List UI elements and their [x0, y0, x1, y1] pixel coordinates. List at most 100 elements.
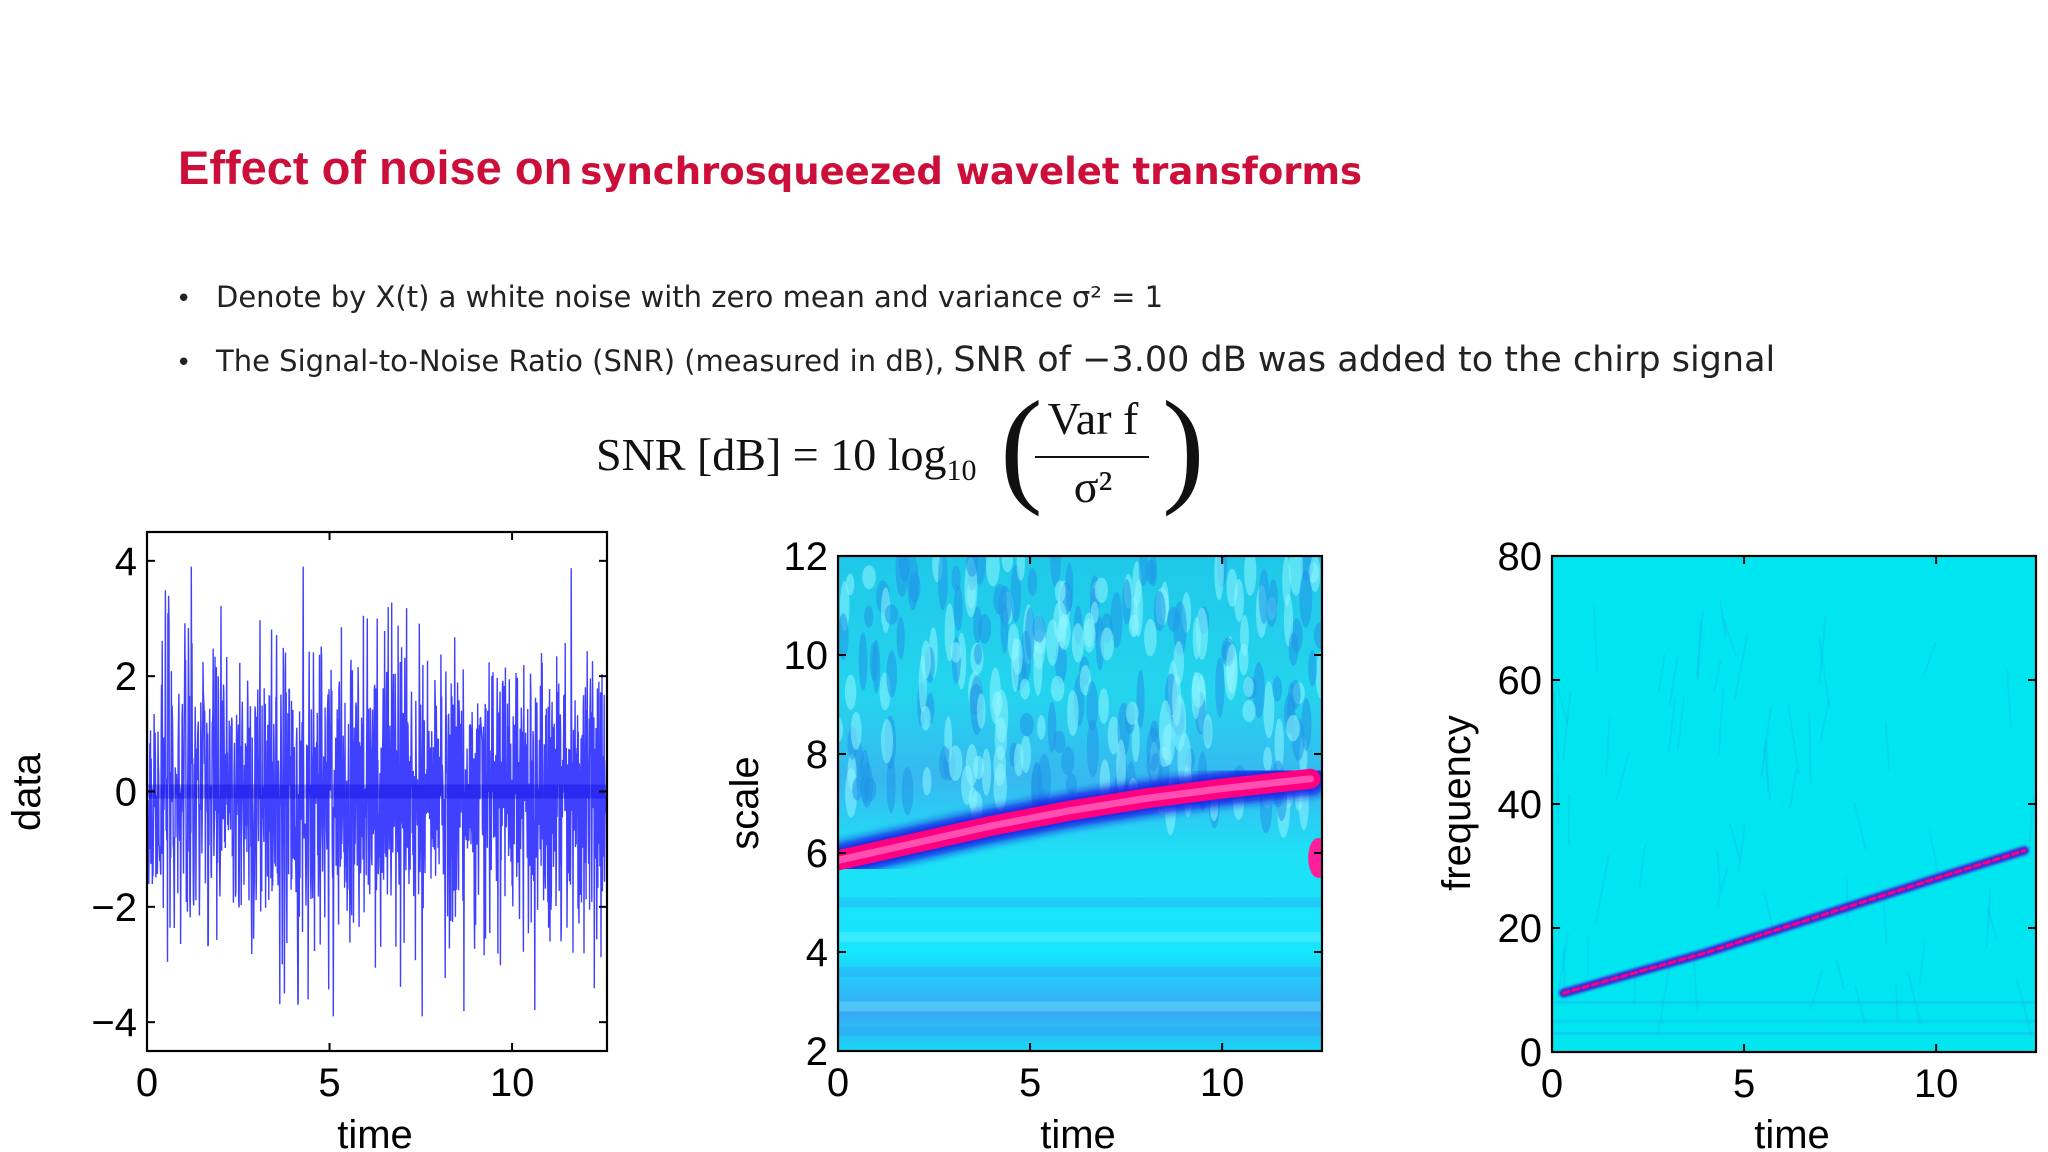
noise-speckle — [973, 643, 983, 665]
noise-speckle — [1214, 556, 1224, 601]
chart1-ticks: 0 5 10 4 2 0 −2 −4 — [91, 532, 607, 1105]
noise-streak — [1728, 822, 1742, 863]
formula-right-paren: ) — [1162, 375, 1205, 517]
y-tick-label: 6 — [806, 832, 828, 876]
noise-speckle — [921, 640, 931, 679]
noise-speckle — [1054, 580, 1066, 603]
noise-streak — [1737, 822, 1747, 872]
noise-speckle — [1239, 643, 1249, 676]
chart3-ylabel: frequency — [1435, 715, 1479, 891]
chart2-plot-area — [838, 556, 1322, 1051]
x-tick-label: 10 — [1914, 1062, 1959, 1106]
noise-speckle — [1301, 698, 1312, 751]
noise-speckle — [1095, 616, 1105, 671]
noise-speckle — [1145, 559, 1156, 585]
noise-streak — [1716, 851, 1722, 890]
y-tick-label: 80 — [1498, 535, 1543, 579]
noise-speckle — [1288, 632, 1299, 666]
scale-band — [838, 966, 1322, 977]
noise-streak — [1760, 707, 1772, 778]
y-tick-label: 20 — [1498, 907, 1543, 951]
noise-speckle — [1001, 556, 1014, 573]
noise-streak — [1713, 660, 1722, 692]
noise-streak — [2015, 978, 2033, 1037]
slide-title: Effect of noise on synchrosqueezed wavel… — [178, 140, 1362, 195]
bullet-dot-icon: • — [176, 348, 192, 378]
noise-speckle — [1131, 719, 1140, 762]
y-tick-label: −4 — [91, 1001, 137, 1045]
chart1-plot-area — [147, 566, 607, 1017]
noise-streak — [1667, 697, 1677, 753]
noise-speckle — [1053, 730, 1066, 754]
noise-speckle — [1172, 674, 1182, 727]
noise-speckle — [1116, 739, 1126, 795]
noise-streak — [2006, 669, 2012, 728]
noise-speckle — [886, 650, 898, 698]
noise-speckle — [901, 766, 914, 816]
noise-streak — [1845, 878, 1849, 921]
noise-speckle — [844, 674, 857, 710]
noise-speckle — [1098, 688, 1109, 724]
y-tick-label: 0 — [1520, 1031, 1542, 1075]
noise-streak — [1562, 691, 1572, 761]
noise-streak — [1918, 939, 1926, 987]
title-sub: synchrosqueezed wavelet transforms — [580, 150, 1363, 193]
noise-streak — [1884, 721, 1891, 772]
noise-streak — [1762, 745, 1772, 802]
noise-streak — [1638, 844, 1647, 888]
noise-speckle — [1032, 615, 1046, 643]
noise-speckle — [895, 556, 909, 597]
noise-speckle — [939, 746, 951, 781]
noise-speckle — [1308, 649, 1317, 687]
noise-speckle — [880, 719, 894, 764]
bullet-text: Denote by X(t) a white noise with zero m… — [216, 280, 1164, 314]
noise-streak — [1986, 907, 1999, 943]
noise-speckle — [852, 777, 863, 801]
x-tick-label: 5 — [318, 1061, 340, 1105]
noise-speckle — [1071, 623, 1084, 663]
title-main: Effect of noise on — [178, 141, 573, 194]
noise-speckle — [1125, 701, 1139, 725]
chart1-xlabel: time — [337, 1113, 413, 1152]
noise-streak — [1787, 704, 1801, 775]
chart3-ticks: 0 5 10 80 60 40 20 0 — [1498, 535, 2036, 1106]
noise-speckle — [1014, 743, 1024, 777]
formula-fraction-bar — [1035, 456, 1149, 458]
noise-streak — [1853, 802, 1867, 850]
noise-streak — [1809, 969, 1824, 1011]
noise-speckle — [1234, 578, 1244, 622]
bullet-snr: • The Signal-to-Noise Ratio (SNR) (measur… — [176, 340, 1775, 380]
formula-left-paren: ( — [1000, 375, 1043, 517]
y-tick-label: 60 — [1498, 659, 1543, 703]
noise-streak — [1592, 605, 1599, 674]
noise-streak — [1691, 951, 1699, 1012]
noise-speckle — [966, 556, 979, 577]
noise-speckle — [1019, 678, 1030, 700]
noise-speckle — [896, 616, 905, 660]
noise-streak — [1657, 651, 1667, 693]
chart2-ticks: 0 5 10 12 10 8 6 4 2 — [784, 535, 1322, 1105]
noise-speckle — [989, 667, 1002, 725]
noise-speckle — [1050, 556, 1061, 588]
noise-speckle — [993, 745, 1007, 786]
noise-streak — [1676, 697, 1686, 751]
noise-streak — [1567, 793, 1571, 846]
noise-speckle — [1196, 607, 1209, 660]
y-tick-label: 4 — [806, 931, 828, 975]
noise-streak — [1696, 610, 1704, 677]
chart3-xlabel: time — [1754, 1113, 1830, 1152]
noise-speckle — [1266, 597, 1277, 627]
noise-speckle — [1083, 612, 1095, 648]
noise-speckle — [864, 605, 874, 628]
y-tick-label: −2 — [91, 886, 137, 930]
noise-speckle — [1128, 614, 1140, 638]
noise-speckle — [1244, 556, 1257, 596]
noise-speckle — [1061, 746, 1075, 776]
formula-log-base: 10 — [946, 454, 977, 488]
noise-streak — [1818, 637, 1831, 708]
noise-speckle — [1100, 627, 1114, 661]
noise-speckle — [1136, 669, 1145, 728]
noise-speckle — [951, 565, 961, 592]
bullet-white-noise: • Denote by X(t) a white noise with zero … — [176, 280, 1163, 314]
noise-speckle — [1272, 676, 1283, 702]
